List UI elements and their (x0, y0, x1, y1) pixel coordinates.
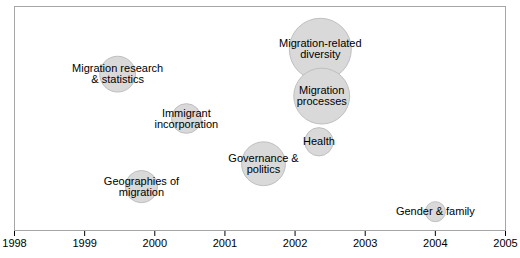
svg-text:Governance &politics: Governance &politics (228, 152, 299, 175)
svg-text:Migration research& statistics: Migration research& statistics (72, 62, 163, 85)
svg-text:Health: Health (303, 135, 335, 147)
svg-text:2000: 2000 (143, 237, 167, 249)
svg-text:Geographies ofmigration: Geographies ofmigration (104, 175, 180, 198)
svg-text:2004: 2004 (423, 237, 447, 249)
svg-text:Gender & family: Gender & family (396, 205, 475, 217)
svg-text:Migration-relateddiversity: Migration-relateddiversity (279, 37, 362, 60)
svg-text:Migrationprocesses: Migrationprocesses (297, 84, 348, 107)
svg-text:2002: 2002 (283, 237, 307, 249)
svg-text:1999: 1999 (72, 237, 96, 249)
svg-text:2005: 2005 (493, 237, 517, 249)
svg-text:2001: 2001 (213, 237, 237, 249)
svg-text:2003: 2003 (353, 237, 377, 249)
svg-text:1998: 1998 (2, 237, 26, 249)
svg-text:Immigrantincorporation: Immigrantincorporation (155, 107, 219, 130)
